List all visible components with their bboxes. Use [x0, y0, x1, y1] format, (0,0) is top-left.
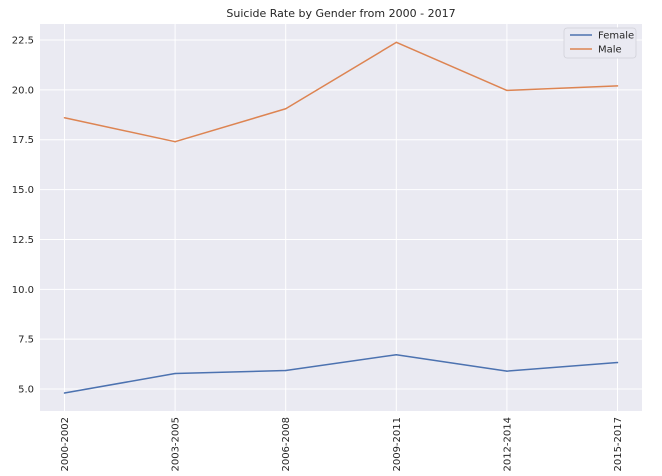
y-tick-label: 12.5 [12, 235, 34, 246]
y-tick-label: 22.5 [12, 35, 34, 46]
y-tick-label: 20.0 [12, 85, 34, 96]
y-tick-label: 10.0 [12, 285, 34, 296]
data-point-female [616, 361, 619, 364]
plot-area [40, 24, 642, 411]
x-tick-label: 2006-2008 [281, 417, 292, 472]
grid-lines [40, 24, 642, 411]
data-point-male [284, 108, 287, 110]
x-tick-label: 2009-2011 [392, 417, 403, 472]
data-point-female [284, 369, 287, 372]
chart-title: Suicide Rate by Gender from 2000 - 2017 [226, 7, 455, 20]
x-tick-label: 2012-2014 [502, 417, 513, 472]
data-point-male [506, 89, 508, 92]
y-tick-label: 15.0 [12, 185, 34, 196]
legend: Female Male [563, 27, 637, 59]
y-tick-label: 5.0 [18, 385, 34, 396]
legend-label-female: Female [598, 31, 634, 42]
data-point-female [506, 370, 508, 372]
data-point-male [63, 117, 66, 119]
legend-label-male: Male [598, 45, 622, 56]
series-line-female [64, 353, 618, 394]
x-tick-label: 2015-2017 [613, 417, 624, 472]
data-point-male [616, 85, 619, 87]
x-tick-label: 2003-2005 [171, 417, 182, 472]
data-point-female [63, 392, 66, 394]
x-axis-ticks: 2000-2002 2003-2005 2006-2008 2009-2011 2012… [60, 417, 624, 472]
data-point-male [174, 140, 176, 143]
series-lines [63, 41, 619, 394]
data-point-female [174, 372, 176, 375]
y-tick-label: 17.5 [12, 135, 34, 146]
y-axis-ticks: 5.0 7.5 10.0 12.5 15.0 17.5 20.0 22.5 [12, 35, 34, 395]
data-point-female [395, 353, 398, 356]
series-line-male [64, 41, 618, 143]
x-tick-label: 2000-2002 [60, 417, 71, 472]
y-tick-label: 7.5 [18, 335, 34, 346]
data-point-male [395, 41, 398, 44]
